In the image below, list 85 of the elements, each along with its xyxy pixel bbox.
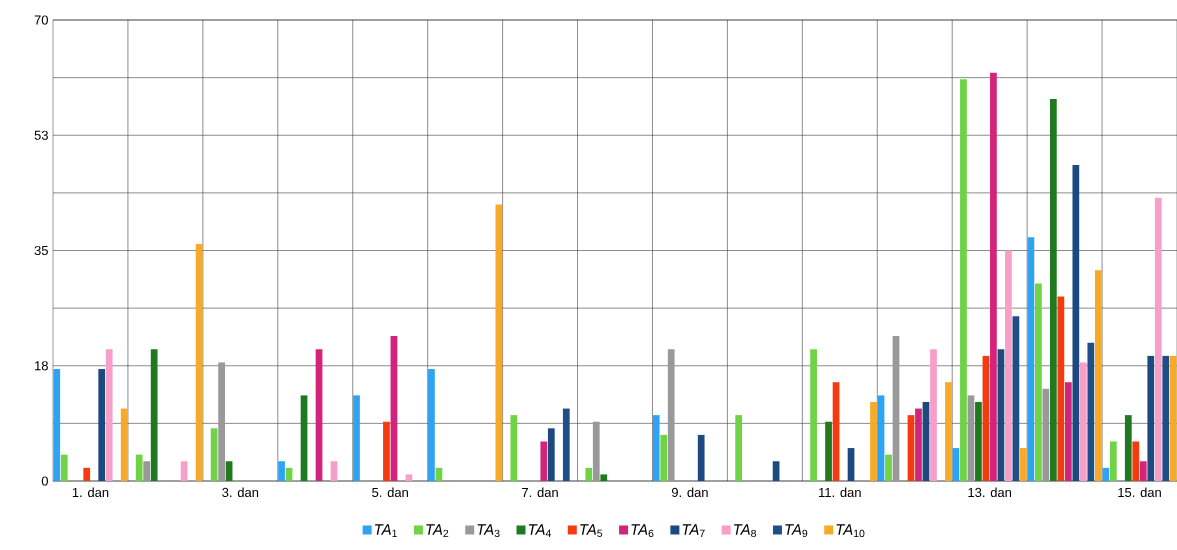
y-tick-label: 70: [34, 15, 48, 25]
x-tick-label: 11. dan: [819, 487, 861, 498]
bar: [547, 428, 555, 481]
bar: [735, 415, 743, 481]
x-tick-label: 5. dan: [372, 487, 408, 498]
bar: [945, 382, 952, 481]
bar: [60, 454, 68, 481]
bar: [278, 461, 285, 481]
legend-label: TA$_{5}$: [580, 524, 603, 538]
bar: [870, 401, 877, 481]
x-tick-label: 13. dan: [968, 487, 1012, 498]
bar: [1049, 99, 1057, 481]
y-tick-label: 35: [34, 245, 48, 256]
bar: [1132, 441, 1140, 481]
bar: [1072, 164, 1080, 481]
x-tick-label: 15. dan: [1118, 487, 1161, 498]
bar: [1139, 461, 1147, 481]
bar: [218, 362, 225, 481]
bar: [585, 467, 593, 481]
bar: [1169, 355, 1177, 481]
bar: [143, 461, 151, 481]
bar: [1154, 197, 1162, 481]
bar: [135, 454, 143, 481]
legend-label: TA$_{7}$: [682, 524, 705, 537]
legend-label: TA$_{4}$: [528, 524, 551, 537]
bar: [960, 79, 967, 481]
x-tick-label: 3. dan: [222, 487, 259, 498]
x-tick-label: 1. dan: [72, 487, 109, 498]
bar: [592, 421, 600, 481]
bar: [540, 441, 548, 481]
bar: [98, 369, 106, 481]
bar: [772, 461, 780, 481]
bar: [562, 408, 570, 481]
legend-label: TA$_{9}$: [785, 524, 808, 538]
bar: [975, 401, 982, 481]
bar: [180, 461, 188, 481]
bar: [697, 434, 705, 481]
bar: [428, 369, 435, 481]
bar: [667, 349, 675, 481]
legend-label: TA$_{8}$: [734, 524, 756, 538]
legend-label: TA$_{1}$: [374, 524, 397, 537]
bar: [885, 454, 892, 481]
legend-label: TA$_{10}$: [836, 524, 865, 538]
bar: [83, 467, 91, 481]
bar: [1035, 283, 1042, 481]
y-tick-label: 0: [41, 476, 48, 486]
bar: [1005, 250, 1012, 481]
bar: [1087, 342, 1095, 481]
bar: [930, 349, 937, 481]
bar: [1109, 441, 1117, 481]
bar: [1147, 355, 1155, 481]
bar: [405, 474, 413, 481]
legend-label: TA$_{2}$: [426, 524, 449, 538]
bar: [1064, 382, 1072, 481]
bar: [330, 461, 338, 481]
bar: [652, 415, 660, 481]
bar: [1057, 296, 1065, 481]
bar: [660, 434, 668, 481]
x-tick-label: 9. dan: [671, 487, 708, 498]
bar: [150, 349, 158, 481]
bar: [1162, 355, 1170, 481]
bar: [510, 415, 518, 481]
bar: [495, 204, 503, 481]
bar: [210, 428, 218, 481]
bar: [120, 408, 128, 481]
x-tick-label: 7. dan: [522, 487, 558, 498]
bar: [383, 421, 390, 481]
bar: [810, 349, 817, 481]
bar: [1102, 467, 1110, 481]
bar: [53, 369, 61, 481]
bar: [990, 72, 997, 481]
legend-label: TA$_{3}$: [477, 524, 500, 538]
bar: [600, 474, 608, 481]
y-tick-label: 53: [34, 130, 48, 140]
bar: [1124, 415, 1132, 481]
bar: [353, 395, 360, 481]
bar: [915, 408, 922, 481]
bar: [825, 421, 832, 481]
y-tick-label: 18: [35, 361, 48, 371]
bar: [1020, 448, 1027, 481]
bar: [1079, 362, 1087, 481]
bar: [1094, 270, 1102, 481]
legend-label: TA$_{6}$: [631, 524, 654, 538]
bar: [105, 349, 113, 481]
bar: [225, 461, 233, 481]
